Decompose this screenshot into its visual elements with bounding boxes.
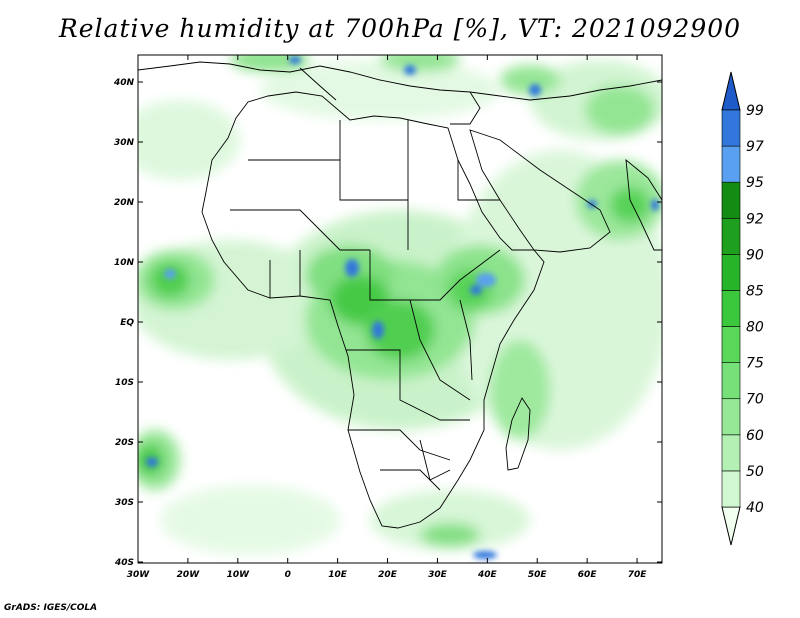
lat-tick-label: 30N (114, 138, 135, 148)
colorbar-extend-top (721, 71, 741, 111)
colorbar-box (721, 398, 741, 436)
map-title: Relative humidity at 700hPa [%], VT: 202… (58, 14, 742, 43)
colorbar-label: 99 (746, 103, 764, 119)
lon-tick-label: 40E (477, 570, 498, 580)
lat-tick-label: 20N (114, 198, 135, 208)
map-frame (137, 54, 663, 564)
lon-tick-label: 10E (328, 570, 348, 580)
lat-tick-label: 40S (114, 558, 134, 568)
colorbar-box (721, 290, 741, 327)
colorbar-label: 80 (746, 320, 764, 336)
colorbar-label: 40 (746, 500, 764, 516)
colorbar-extend-bottom (721, 506, 741, 546)
credit-label: GrADS: IGES/COLA (4, 603, 98, 613)
colorbar-label: 95 (746, 175, 764, 191)
lon-tick-label: 50E (528, 570, 548, 580)
colorbar-label: 75 (746, 356, 764, 372)
colorbar-box (721, 181, 741, 219)
humidity-field (138, 55, 662, 559)
lon-tick-label: 0 (285, 570, 291, 580)
lat-tick-label: 40N (113, 78, 135, 88)
colorbar-label: 90 (746, 247, 764, 263)
colorbar-label: 97 (746, 139, 764, 155)
colorbar-box (721, 362, 741, 400)
colorbar-label: 85 (746, 283, 764, 299)
lat-tick-label: 20S (115, 438, 134, 448)
colorbar: 40 50 60 70 75 80 85 90 92 95 97 99 (721, 71, 764, 546)
lon-tick-label: 20E (378, 570, 398, 580)
lon-tick-label: 30W (127, 570, 151, 580)
coastlines (138, 61, 662, 529)
lat-tick-label: 30S (115, 498, 134, 508)
colorbar-label: 92 (746, 211, 764, 227)
colorbar-box (721, 145, 741, 183)
lon-tick-label: 30E (428, 570, 448, 580)
lat-tick-label: 10N (114, 258, 135, 268)
colorbar-box (721, 434, 741, 472)
colorbar-box (721, 470, 741, 508)
colorbar-label: 70 (746, 392, 764, 408)
lon-tick-label: 70E (628, 570, 648, 580)
colorbar-box (721, 217, 741, 255)
lat-tick-label: EQ (120, 318, 134, 328)
colorbar-box (721, 109, 741, 147)
lon-tick-label: 20W (177, 570, 201, 580)
axis-ticks: 30W 20W 10W 0 10E 20E 30E 40E 50E 60E 70E 40S 30S 20S… (113, 55, 662, 580)
colorbar-label: 60 (746, 428, 764, 444)
colorbar-box (721, 254, 741, 291)
lon-tick-label: 10W (227, 570, 251, 580)
lon-tick-label: 60E (578, 570, 598, 580)
colorbar-label: 50 (746, 464, 764, 480)
colorbar-box (721, 326, 741, 363)
lat-tick-label: 10S (115, 378, 134, 388)
